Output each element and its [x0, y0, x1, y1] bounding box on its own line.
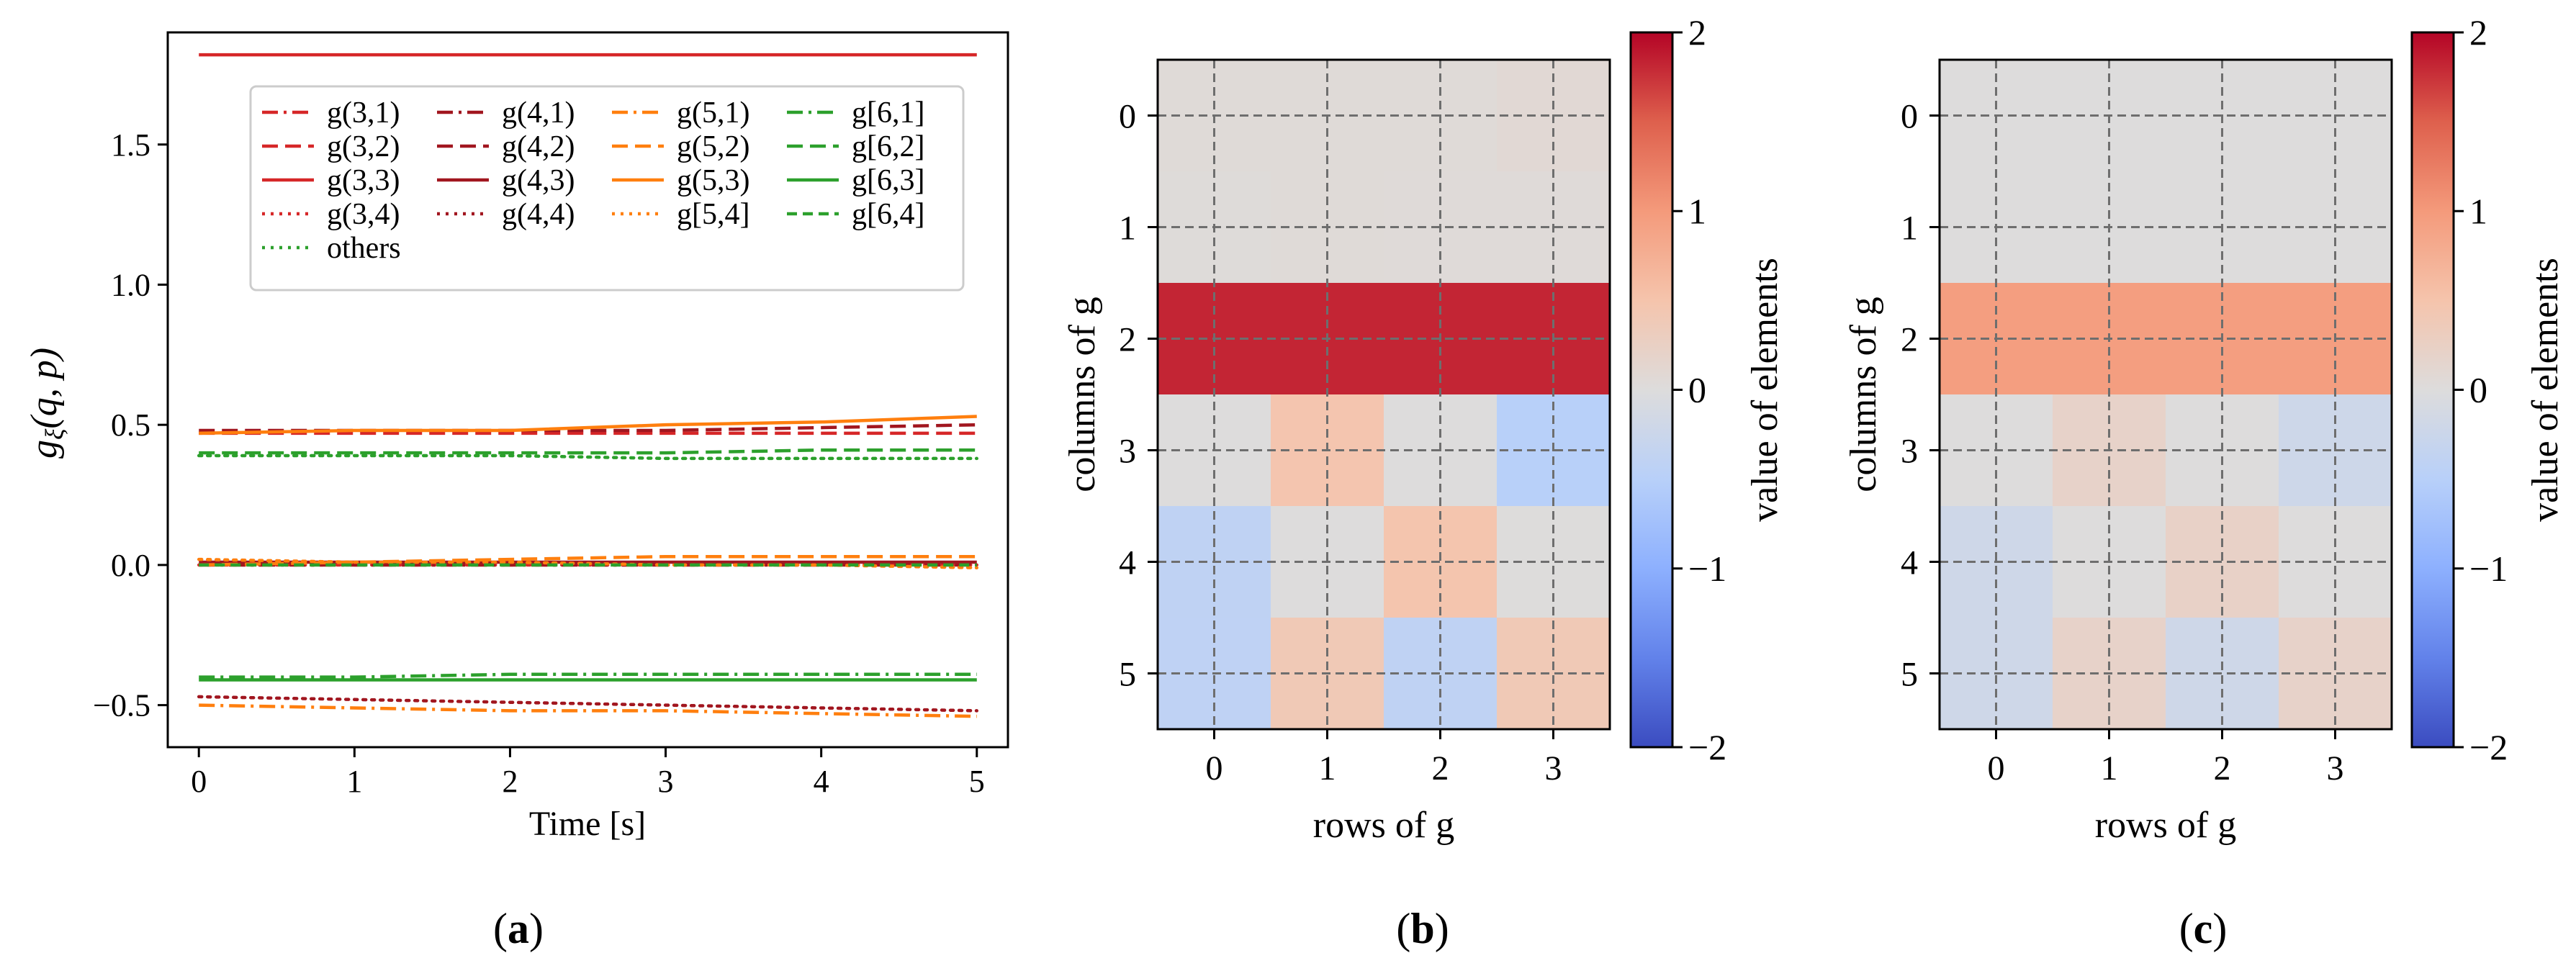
series-line-g-4-4 — [197, 695, 979, 713]
series-line-g-6-2 — [199, 448, 977, 455]
x-axis-label: rows of g — [1313, 805, 1454, 846]
plot-frame — [166, 31, 1009, 749]
colorbar-label: value of elements — [1744, 258, 1785, 522]
legend-box — [249, 85, 965, 292]
x-tick-label: 2 — [502, 764, 518, 799]
legend-label-g-3-2: g(3,2) — [327, 130, 400, 163]
y-tick-label: 5 — [1119, 656, 1136, 694]
colorbar-tick-label: 1 — [2469, 191, 2487, 231]
y-axis-label: columns of g — [1843, 297, 1884, 492]
x-axis-ticks: 0 1 2 3 4 5 — [191, 747, 985, 799]
y-tick-label: 0 — [1119, 98, 1136, 136]
colorbar-tick-label: 0 — [1688, 370, 1706, 410]
x-tick-label: 2 — [2214, 749, 2231, 787]
x-tick-label: 1 — [1319, 749, 1336, 787]
x-axis-label: Time [s] — [529, 805, 646, 843]
x-tick-label: 0 — [191, 764, 207, 799]
caption-c: (c) — [2179, 905, 2228, 952]
colorbar-tick-label: 2 — [1688, 12, 1706, 53]
heatmap-cells — [1940, 60, 2392, 730]
y-tick-label: 2 — [1119, 321, 1136, 359]
y-tick-label: −0.5 — [93, 688, 150, 723]
legend-label-g-3-3: g(3,3) — [327, 164, 400, 197]
legend-label-g-3-1: g(3,1) — [327, 96, 400, 130]
y-tick-label: 4 — [1901, 544, 1918, 582]
y-tick-label: 0.5 — [111, 407, 150, 443]
x-tick-label: 0 — [1206, 749, 1223, 787]
y-tick-label: 4 — [1119, 544, 1136, 582]
legend-label-g-5-4: g[5,4] — [677, 198, 749, 231]
y-tick-label: 2 — [1901, 321, 1918, 359]
x-tick-label: 0 — [1988, 749, 2005, 787]
x-tick-label: 1 — [346, 764, 362, 799]
caption-b: (b) — [1396, 905, 1449, 952]
series-lines — [197, 53, 979, 718]
heatmap-panel-c: 0 1 2 3 0 1 2 3 4 5 rows of g columns of g 2 1 0 −1 −2 va… — [1843, 12, 2566, 846]
legend-label-g-4-4: g(4,4) — [502, 198, 575, 231]
y-tick-label: 1.5 — [111, 127, 150, 163]
series-line-g-5-3 — [199, 415, 977, 435]
grid-lines — [1158, 60, 1610, 729]
colorbar: 2 1 0 −1 −2 value of elements — [1629, 12, 1785, 767]
y-tick-label: 5 — [1901, 656, 1918, 694]
heatmap-panel-b: 0 1 2 3 0 1 2 3 4 5 rows of g columns of g 2 1 0 −1 −2 va… — [1062, 12, 1785, 846]
colorbar-tick-label: −2 — [2469, 727, 2508, 767]
legend-label-g-6-1: g[6,1] — [852, 96, 924, 130]
x-tick-label: 2 — [1432, 749, 1449, 787]
plot-frame — [1156, 58, 1611, 731]
x-tick-label: 3 — [2327, 749, 2344, 787]
x-tick-label: 3 — [658, 764, 674, 799]
legend-label-others: others — [327, 232, 401, 265]
legend-label-g-6-4: g[6,4] — [852, 198, 924, 231]
caption-a: (a) — [493, 905, 544, 952]
y-tick-label: 3 — [1901, 433, 1918, 471]
heatmap-cells — [1158, 60, 1611, 730]
series-line-others — [197, 453, 979, 461]
colorbar-tick-label: −1 — [1688, 549, 1726, 589]
colorbar-tick-label: 2 — [2469, 12, 2487, 53]
grid-lines — [1940, 60, 2392, 729]
y-tick-label: 0.0 — [111, 548, 150, 583]
legend-label-g-4-2: g(4,2) — [502, 130, 575, 163]
x-tick-label: 5 — [969, 764, 985, 799]
line-chart-panel-a: 0 1 2 3 4 5 −0.5 0.0 0.5 1.0 1.5 Time [s] gξ(q, p… — [24, 31, 1009, 843]
x-tick-label: 3 — [1545, 749, 1562, 787]
plot-frame — [1938, 58, 2393, 731]
colorbar-tick-label: −2 — [1688, 727, 1726, 767]
y-tick-label: 3 — [1119, 433, 1136, 471]
colorbar-tick-label: 0 — [2469, 370, 2487, 410]
legend: g(3,1)g(3,2)g(3,3)g(3,4)g(4,1)g(4,2)g(4,… — [249, 85, 965, 292]
colorbar-tick-label: 1 — [1688, 191, 1706, 231]
y-axis-ticks: −0.5 0.0 0.5 1.0 1.5 — [93, 127, 168, 723]
y-axis-label: gξ(q, p) — [24, 348, 69, 459]
legend-label-g-3-4: g(3,4) — [327, 198, 400, 231]
y-tick-label: 0 — [1901, 98, 1918, 136]
legend-label-g-4-1: g(4,1) — [502, 96, 575, 130]
legend-label-g-6-3: g[6,3] — [852, 164, 924, 197]
colorbar-label: value of elements — [2525, 258, 2566, 522]
colorbar-gradient — [2410, 31, 2455, 749]
series-line-g-5-1 — [199, 703, 977, 718]
y-tick-label: 1 — [1901, 209, 1918, 248]
legend-label-g-5-2: g(5,2) — [677, 130, 749, 163]
x-tick-label: 4 — [814, 764, 829, 799]
y-tick-label: 1.0 — [111, 267, 150, 302]
colorbar-gradient — [1629, 31, 1674, 749]
legend-label-g-4-3: g(4,3) — [502, 164, 575, 197]
x-tick-label: 1 — [2101, 749, 2118, 787]
series-line-g-6-1 — [199, 672, 977, 679]
x-axis-label: rows of g — [2095, 805, 2236, 846]
colorbar: 2 1 0 −1 −2 value of elements — [2410, 12, 2566, 767]
y-tick-label: 1 — [1119, 209, 1136, 248]
y-axis-label: columns of g — [1062, 297, 1103, 492]
legend-label-g-5-3: g(5,3) — [677, 164, 749, 197]
colorbar-tick-label: −1 — [2469, 549, 2508, 589]
legend-label-g-5-1: g(5,1) — [677, 96, 749, 130]
legend-label-g-6-2: g[6,2] — [852, 130, 924, 163]
